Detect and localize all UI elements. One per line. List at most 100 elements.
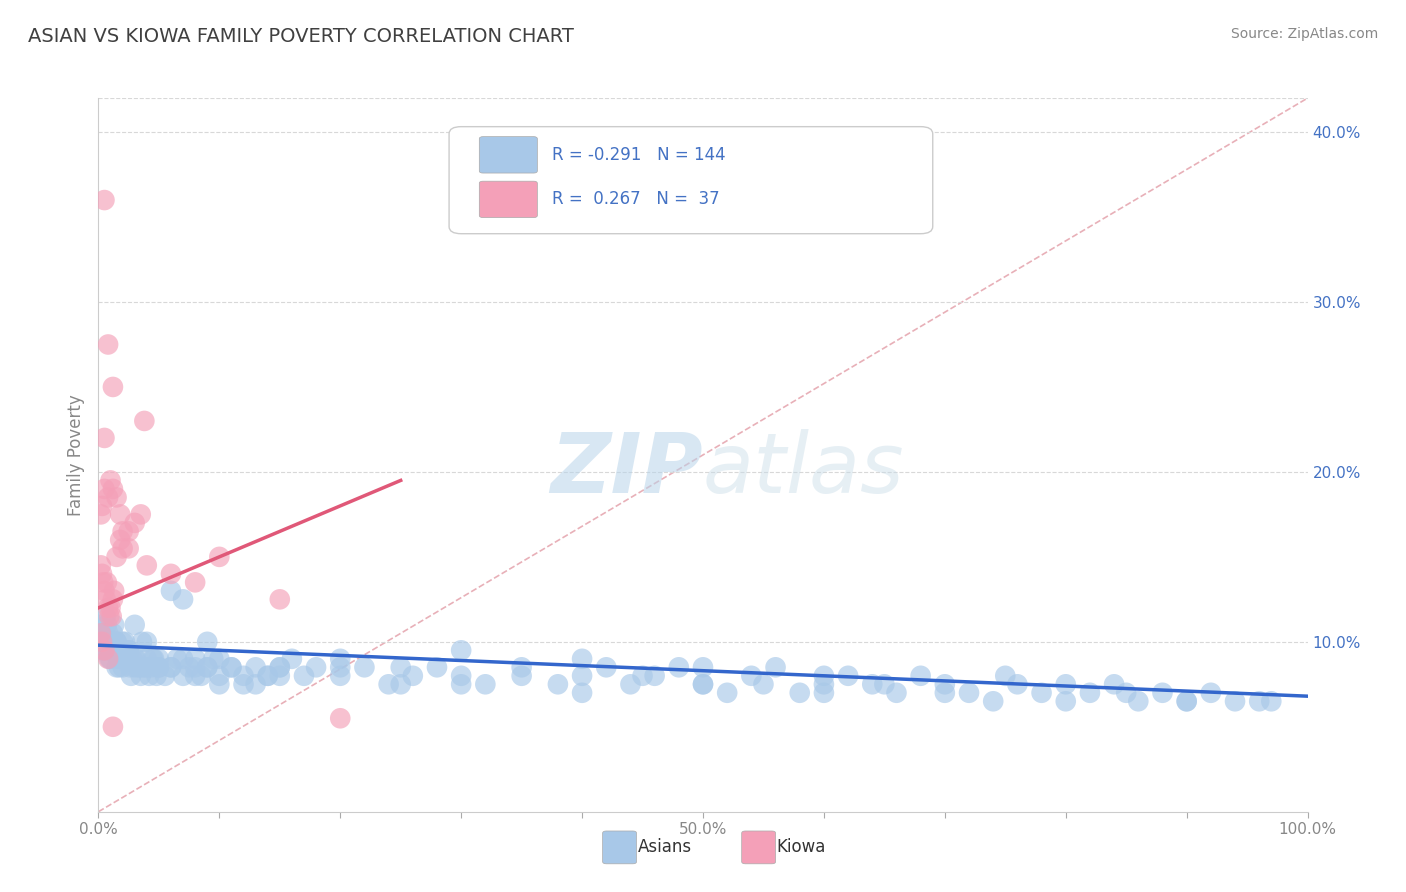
Point (148, 660, 170, 674)
Point (329, 669, 352, 683)
Point (98, 652, 121, 666)
Point (108, 660, 131, 674)
Point (100, 609, 122, 624)
Point (110, 643, 132, 657)
Point (873, 677, 896, 691)
Point (160, 660, 183, 674)
Point (91, 635, 114, 649)
Point (100, 652, 122, 666)
Point (129, 508, 152, 522)
Point (1223, 694, 1246, 708)
Point (96, 575, 118, 590)
Point (232, 669, 254, 683)
Point (124, 660, 146, 674)
Point (108, 508, 131, 522)
Point (97, 600, 120, 615)
Point (389, 660, 412, 674)
Point (90, 626, 112, 640)
Point (143, 652, 166, 666)
Point (740, 669, 762, 683)
Point (160, 583, 183, 598)
Point (1054, 694, 1077, 708)
Point (93, 431, 115, 445)
FancyBboxPatch shape (479, 136, 537, 173)
Text: ASIAN VS KIOWA FAMILY POVERTY CORRELATION CHART: ASIAN VS KIOWA FAMILY POVERTY CORRELATIO… (28, 27, 574, 45)
Point (329, 711, 352, 725)
Point (1102, 677, 1125, 691)
Point (111, 660, 134, 674)
Point (93, 583, 115, 598)
Point (91, 635, 114, 649)
Point (101, 380, 124, 394)
Point (934, 677, 956, 691)
Point (269, 592, 291, 607)
Point (202, 652, 225, 666)
Text: ZIP: ZIP (550, 429, 703, 509)
Point (105, 635, 128, 649)
Point (1007, 677, 1029, 691)
Point (118, 643, 141, 657)
Point (90, 617, 112, 632)
Point (101, 720, 124, 734)
Point (124, 617, 146, 632)
Point (752, 677, 775, 691)
Point (94, 643, 117, 657)
Point (97, 635, 120, 649)
Point (111, 541, 134, 556)
Point (1152, 686, 1174, 700)
Point (1115, 686, 1137, 700)
Point (100, 600, 122, 615)
Point (134, 414, 156, 428)
Point (1128, 694, 1150, 708)
Point (245, 660, 267, 674)
Point (93, 193, 115, 207)
Point (860, 677, 883, 691)
Point (105, 491, 128, 505)
FancyBboxPatch shape (449, 127, 932, 234)
Point (221, 660, 243, 674)
Point (1054, 677, 1077, 691)
Point (97, 652, 120, 666)
Point (245, 677, 267, 691)
Point (124, 652, 146, 666)
Point (108, 533, 131, 547)
Point (129, 669, 152, 683)
Point (100, 474, 122, 488)
Point (692, 677, 714, 691)
Point (510, 669, 533, 683)
Point (910, 669, 932, 683)
FancyBboxPatch shape (742, 831, 776, 863)
Point (107, 652, 129, 666)
Point (104, 643, 127, 657)
Point (329, 660, 352, 674)
Point (93, 482, 115, 496)
Point (994, 669, 1017, 683)
Point (148, 652, 170, 666)
Point (112, 652, 135, 666)
Point (172, 592, 194, 607)
Point (135, 558, 157, 573)
Point (105, 635, 128, 649)
Point (111, 652, 134, 666)
Point (813, 677, 835, 691)
Point (94, 609, 117, 624)
Point (353, 660, 375, 674)
Point (195, 660, 218, 674)
Text: atlas: atlas (703, 429, 904, 509)
Y-axis label: Family Poverty: Family Poverty (66, 394, 84, 516)
Point (813, 686, 835, 700)
Point (98, 609, 121, 624)
Point (789, 686, 811, 700)
Point (121, 652, 143, 666)
Point (571, 686, 593, 700)
Point (256, 669, 278, 683)
Point (114, 635, 136, 649)
Point (305, 660, 328, 674)
Text: R = -0.291   N = 144: R = -0.291 N = 144 (553, 146, 725, 164)
Point (120, 669, 142, 683)
Point (118, 643, 141, 657)
Point (692, 660, 714, 674)
Point (124, 516, 146, 530)
Point (256, 669, 278, 683)
Point (103, 617, 125, 632)
